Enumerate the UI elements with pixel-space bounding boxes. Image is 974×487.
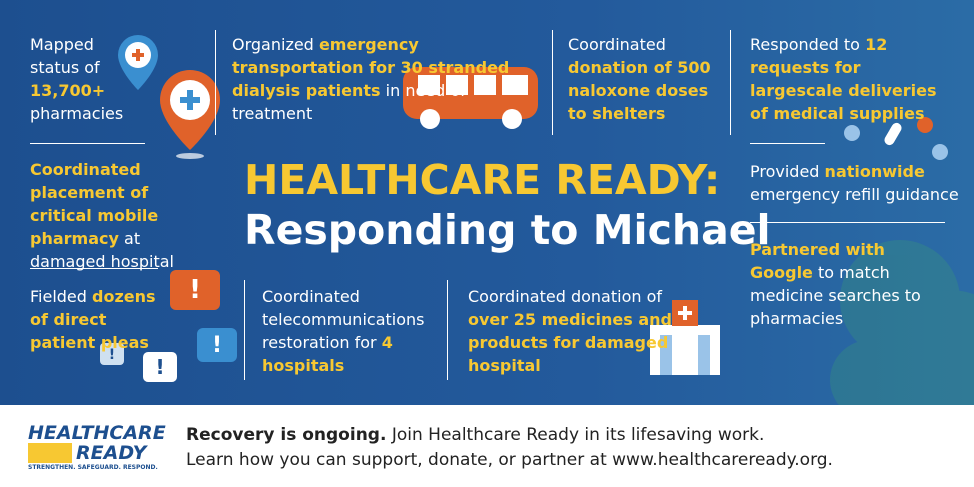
svg-text:!: ! [109, 347, 115, 363]
highlight-text: nationwide [824, 162, 925, 181]
body-text: Coordinated telecommunications restorati… [262, 287, 425, 352]
highlight-text: donation of 500 naloxone doses to shelte… [568, 58, 711, 123]
body-text: pharmacies [30, 104, 124, 123]
svg-text:!: ! [155, 355, 164, 379]
body-text: Responded to [750, 35, 860, 54]
divider [447, 280, 448, 380]
divider [244, 280, 245, 380]
stat-block: Fielded dozens of direct patient pleas [30, 285, 170, 354]
divider [750, 222, 945, 223]
body-text: Coordinated [568, 35, 666, 54]
stat-block: Coordinated donation of over 25 medicine… [468, 285, 673, 377]
body-text: Provided [750, 162, 820, 181]
svg-text:!: ! [212, 333, 222, 358]
divider [750, 143, 825, 144]
stat-block: Coordinated donation of 500 naloxone dos… [568, 33, 723, 125]
footer-line: Join Healthcare Ready in its lifesaving … [391, 425, 765, 445]
divider [552, 30, 553, 135]
footer-lead: Recovery is ongoing. [186, 425, 387, 445]
footer: HEALTHCARE READY STRENGTHEN. SAFEGUARD. … [0, 405, 974, 487]
highlight-text: dozens of direct patient pleas [30, 287, 156, 352]
divider [215, 30, 216, 135]
stat-block: Partnered with Google to match medicine … [750, 238, 950, 330]
body-text: in need of treatment [232, 81, 466, 123]
logo-text: READY [28, 443, 168, 463]
body-text: at damaged hospital [30, 229, 174, 271]
body-text: emergency refill guidance [750, 185, 959, 204]
highlight-text: 13,700+ [30, 81, 106, 100]
footer-line: Learn how you can support, donate, or pa… [186, 450, 833, 470]
body-text: Fielded [30, 287, 87, 306]
logo: HEALTHCARE READY STRENGTHEN. SAFEGUARD. … [28, 423, 168, 473]
divider [30, 143, 145, 144]
decor: ! ! ! ! [100, 35, 974, 405]
highlight-text: Partnered with Google [750, 240, 885, 282]
svg-text:!: ! [189, 275, 201, 305]
title: HEALTHCARE READY: Responding to Michael [244, 155, 771, 255]
body-text: to match medicine searches to pharmacies [750, 263, 921, 328]
highlight-text: 12 requests for largescale deliveries of… [750, 35, 937, 123]
stat-block: Coordinated placement of critical mobile… [30, 158, 215, 273]
body-text: Organized [232, 35, 314, 54]
logo-text: HEALTHCARE [28, 422, 166, 444]
divider [30, 268, 158, 269]
title-line: HEALTHCARE READY: [244, 156, 721, 204]
highlight-text: dialysis patients [232, 81, 381, 100]
footer-text: Recovery is ongoing. Join Healthcare Rea… [186, 423, 833, 473]
body-text: Coordinated donation of [468, 287, 662, 306]
highlight-text: emergency transportation for 30 stranded [232, 35, 510, 77]
title-line: Responding to Michael [244, 206, 771, 254]
stat-block: Provided nationwide emergency refill gui… [750, 160, 970, 206]
stat-block: Coordinated telecommunications restorati… [262, 285, 437, 377]
stat-block: Organized emergency transportation for 3… [232, 33, 542, 125]
highlight-text: Coordinated placement of critical mobile… [30, 160, 159, 248]
logo-tagline: STRENGTHEN. SAFEGUARD. RESPOND. [28, 464, 158, 471]
stat-block: Responded to 12 requests for largescale … [750, 33, 945, 125]
body-text: Mapped status of [30, 35, 100, 77]
hero-panel: ! ! ! ! HEALTHCARE READY: Responding to … [0, 0, 974, 405]
divider [730, 30, 731, 135]
stat-block: Mapped status of 13,700+ pharmacies [30, 33, 135, 125]
highlight-text: 4 hospitals [262, 333, 393, 375]
highlight-text: over 25 medicines and products for damag… [468, 310, 672, 375]
